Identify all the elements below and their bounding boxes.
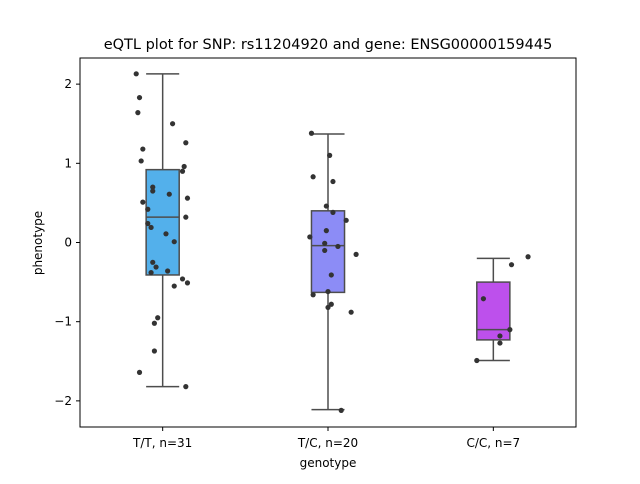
- data-point: [181, 163, 187, 170]
- data-point: [348, 309, 354, 315]
- y-tick-label: 0: [64, 236, 72, 250]
- data-point: [155, 315, 161, 321]
- data-point: [151, 320, 157, 326]
- data-point: [474, 357, 480, 364]
- y-tick-label: −2: [54, 394, 72, 408]
- data-point: [310, 292, 316, 298]
- data-point: [133, 71, 139, 77]
- data-point: [179, 168, 186, 174]
- data-point: [138, 158, 144, 164]
- x-tick-label: T/T, n=31: [132, 436, 192, 450]
- data-point: [480, 296, 487, 302]
- data-point: [165, 268, 171, 274]
- data-point: [153, 264, 159, 270]
- y-tick-label: 1: [64, 156, 72, 170]
- data-point: [338, 407, 344, 413]
- data-point: [183, 384, 189, 390]
- data-point: [507, 327, 513, 333]
- data-point: [325, 304, 331, 311]
- data-point: [330, 209, 336, 216]
- data-point: [179, 276, 186, 282]
- data-point: [183, 214, 189, 220]
- data-point: [328, 272, 334, 278]
- data-point: [145, 206, 151, 212]
- x-axis-label: genotype: [300, 456, 357, 470]
- data-point: [148, 224, 154, 231]
- plot-area: 2 1 0 −1 −2 T/T, n=31 T/C, n=20 C/C, n=7: [54, 57, 577, 450]
- data-point: [166, 191, 172, 197]
- data-point: [330, 178, 336, 185]
- y-axis-label: phenotype: [31, 211, 45, 275]
- data-point: [150, 188, 156, 194]
- data-point: [136, 94, 143, 101]
- box-2: [310, 210, 346, 294]
- data-point: [308, 130, 315, 136]
- data-point: [323, 228, 329, 234]
- data-point: [322, 247, 328, 254]
- data-point: [151, 348, 157, 354]
- data-point: [343, 217, 349, 223]
- data-point: [497, 333, 503, 339]
- box-3: [476, 281, 511, 341]
- data-point: [140, 146, 146, 152]
- data-point: [497, 340, 503, 346]
- data-point: [148, 269, 154, 276]
- x-tick-label: C/C, n=7: [466, 436, 520, 450]
- data-point: [310, 174, 316, 180]
- x-tick-label: T/C, n=20: [297, 436, 358, 450]
- data-point: [169, 121, 176, 127]
- data-point: [136, 369, 143, 375]
- data-point: [335, 243, 341, 250]
- y-tick-label: −1: [54, 315, 72, 329]
- data-point: [145, 220, 151, 227]
- data-point: [163, 231, 169, 237]
- data-point: [140, 199, 146, 205]
- data-point: [328, 301, 334, 307]
- data-point: [353, 251, 359, 257]
- data-point: [150, 184, 156, 190]
- chart-title: eQTL plot for SNP: rs11204920 and gene: …: [104, 37, 553, 53]
- data-point: [183, 140, 189, 146]
- data-point: [323, 203, 329, 209]
- y-tick-label: 2: [64, 77, 72, 91]
- data-point: [184, 280, 191, 286]
- data-point: [525, 254, 531, 260]
- data-point: [171, 283, 177, 289]
- data-point: [150, 259, 156, 265]
- data-point: [135, 110, 141, 116]
- data-point: [327, 152, 333, 158]
- data-point: [508, 262, 515, 268]
- data-point: [322, 240, 328, 246]
- data-point: [307, 234, 313, 240]
- data-point: [325, 288, 331, 295]
- data-point: [171, 239, 177, 245]
- data-point: [184, 195, 191, 201]
